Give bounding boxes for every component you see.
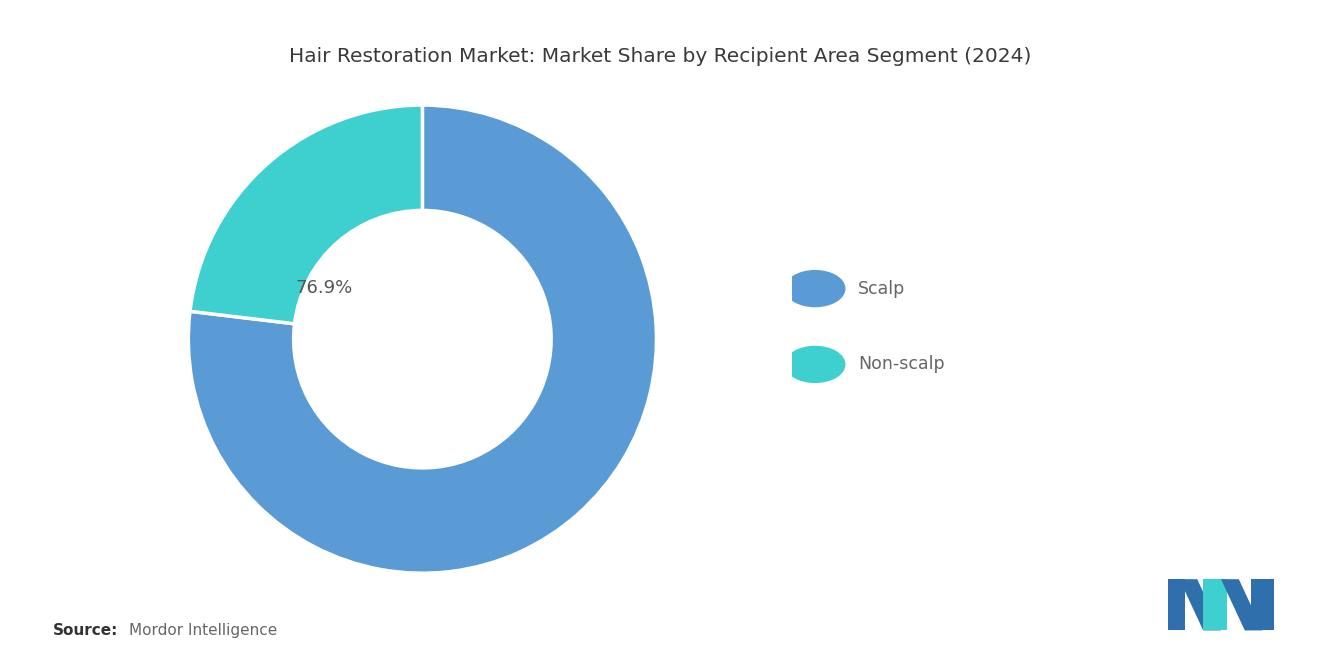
- Text: Scalp: Scalp: [858, 279, 906, 298]
- Polygon shape: [1221, 579, 1262, 630]
- Polygon shape: [1167, 579, 1185, 630]
- Polygon shape: [1179, 579, 1221, 630]
- Polygon shape: [1250, 579, 1274, 630]
- Text: 76.9%: 76.9%: [296, 279, 352, 297]
- Wedge shape: [190, 105, 422, 324]
- Text: Source:: Source:: [53, 623, 119, 638]
- Polygon shape: [1203, 579, 1226, 630]
- Circle shape: [785, 346, 845, 382]
- Wedge shape: [189, 105, 656, 573]
- Circle shape: [785, 271, 845, 307]
- Text: Non-scalp: Non-scalp: [858, 355, 945, 374]
- Text: Mordor Intelligence: Mordor Intelligence: [129, 623, 277, 638]
- Text: Hair Restoration Market: Market Share by Recipient Area Segment (2024): Hair Restoration Market: Market Share by…: [289, 47, 1031, 66]
